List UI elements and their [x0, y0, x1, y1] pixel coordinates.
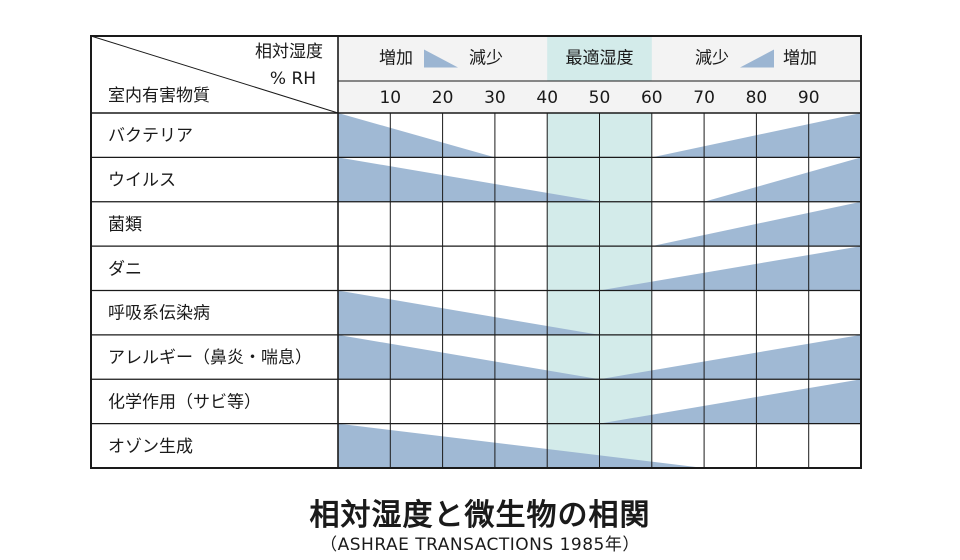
legend-increase-left: 増加: [379, 49, 413, 69]
increase-wedge: [599, 334, 861, 380]
tick-label: 80: [746, 88, 768, 108]
decrease-wedge: [338, 113, 495, 158]
row-label: オゾン生成: [108, 437, 193, 457]
tick-label: 20: [432, 88, 454, 108]
chart-subtitle: （ASHRAE TRANSACTIONS 1985年）: [320, 535, 640, 555]
decrease-wedge: [338, 290, 600, 335]
table-border: [90, 35, 862, 469]
row-label: ウイルス: [108, 171, 176, 191]
increase-wedge: [704, 157, 861, 202]
rh-correlation-chart: 相対湿度 % RH 室内有害物質 増加 減少 最適湿度 減少 増加 10 20 30 40 50 60 70…: [90, 35, 862, 469]
substance-label: 室内有害物質: [108, 86, 210, 106]
increase-wedge: [599, 246, 861, 291]
row-label: ダニ: [108, 259, 142, 279]
row-label: 呼吸系伝染病: [108, 304, 210, 324]
tick-label: 10: [379, 88, 401, 108]
legend-increase-wedge: [740, 49, 774, 68]
tick-label: 40: [536, 88, 558, 108]
tick-label: 70: [693, 88, 715, 108]
optimal-band-header: [547, 36, 652, 81]
increase-wedge: [599, 379, 861, 424]
tick-label: 50: [589, 88, 611, 108]
row-label: 化学作用（サビ等）: [108, 392, 261, 412]
decrease-wedge: [338, 157, 600, 202]
row-label: 菌類: [108, 215, 142, 235]
rh-unit-label: % RH: [270, 69, 316, 89]
row-label: バクテリア: [108, 126, 193, 146]
row-label: アレルギー（鼻炎・喘息）: [108, 348, 312, 368]
decrease-wedge: [338, 334, 600, 380]
legend-increase-right: 増加: [783, 49, 817, 69]
legend-decrease-left: 減少: [469, 49, 503, 69]
tick-label: 30: [484, 88, 506, 108]
optimal-label: 最適湿度: [566, 49, 634, 69]
legend-decrease-right: 減少: [695, 49, 729, 69]
tick-label: 60: [641, 88, 663, 108]
tick-label: 90: [798, 88, 820, 108]
rh-label: 相対湿度: [255, 42, 323, 62]
decrease-wedge: [338, 423, 705, 468]
corner-diagonal: [90, 35, 339, 114]
legend-decrease-wedge: [424, 49, 458, 68]
chart-title: 相対湿度と微生物の相関: [309, 498, 651, 533]
